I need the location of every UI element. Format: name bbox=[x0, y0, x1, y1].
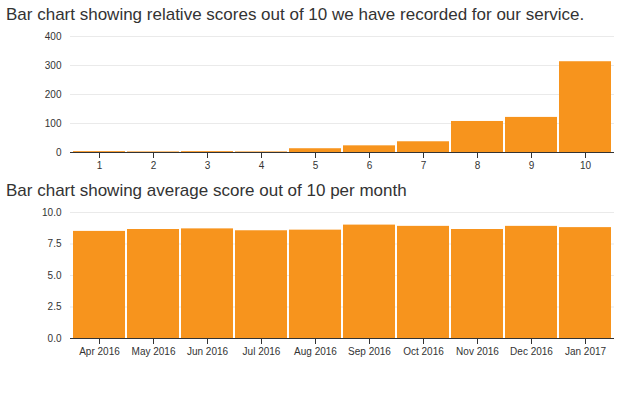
svg-text:4: 4 bbox=[259, 160, 265, 171]
svg-text:400: 400 bbox=[45, 31, 62, 42]
svg-text:Oct 2016: Oct 2016 bbox=[403, 346, 444, 357]
svg-text:2.5: 2.5 bbox=[48, 301, 62, 312]
svg-text:Aug 2016: Aug 2016 bbox=[294, 346, 337, 357]
svg-text:Dec 2016: Dec 2016 bbox=[510, 346, 553, 357]
svg-text:3: 3 bbox=[205, 160, 211, 171]
svg-text:2: 2 bbox=[151, 160, 157, 171]
svg-text:10: 10 bbox=[580, 160, 592, 171]
svg-text:6: 6 bbox=[367, 160, 373, 171]
svg-text:5: 5 bbox=[313, 160, 319, 171]
svg-text:300: 300 bbox=[45, 60, 62, 71]
svg-text:Jun 2016: Jun 2016 bbox=[187, 346, 229, 357]
svg-text:8: 8 bbox=[475, 160, 481, 171]
html-text:Bar chart showing relative sco: Bar chart showing relative scores out of… bbox=[6, 5, 585, 24]
svg-text:10.0: 10.0 bbox=[42, 207, 62, 218]
svg-text:0: 0 bbox=[56, 147, 62, 158]
svg-text:Jul 2016: Jul 2016 bbox=[243, 346, 281, 357]
svg-text:Nov 2016: Nov 2016 bbox=[456, 346, 499, 357]
svg-text:7.5: 7.5 bbox=[48, 238, 62, 249]
svg-text:0.0: 0.0 bbox=[48, 333, 62, 344]
svg-text:May 2016: May 2016 bbox=[132, 346, 176, 357]
svg-text:Sep 2016: Sep 2016 bbox=[348, 346, 391, 357]
svg-text:100: 100 bbox=[45, 118, 62, 129]
html-text:Bar chart showing average scor: Bar chart showing average score out of 1… bbox=[6, 181, 407, 200]
svg-text:5.0: 5.0 bbox=[48, 270, 62, 281]
svg-text:9: 9 bbox=[529, 160, 535, 171]
svg-text:1: 1 bbox=[97, 160, 103, 171]
svg-text:Apr 2016: Apr 2016 bbox=[79, 346, 120, 357]
svg-text:200: 200 bbox=[45, 89, 62, 100]
svg-text:7: 7 bbox=[421, 160, 427, 171]
svg-text:Jan 2017: Jan 2017 bbox=[565, 346, 607, 357]
